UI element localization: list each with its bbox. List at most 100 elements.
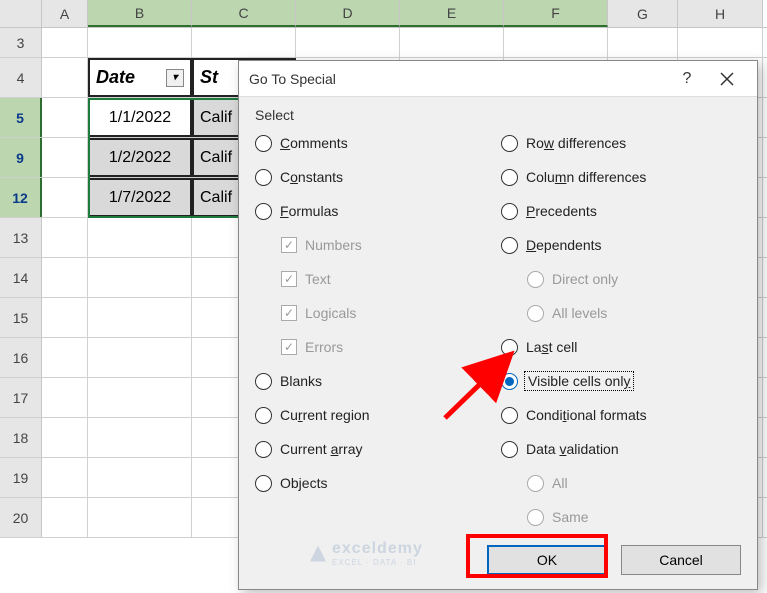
- option-all-levels: All levels: [527, 301, 721, 325]
- cell[interactable]: [42, 418, 88, 457]
- option-label: Formulas: [280, 203, 338, 219]
- row-header[interactable]: 13: [0, 218, 42, 257]
- cell[interactable]: [42, 298, 88, 337]
- radio[interactable]: [255, 407, 272, 424]
- cell[interactable]: [42, 458, 88, 497]
- radio[interactable]: [501, 169, 518, 186]
- cell[interactable]: [88, 338, 192, 377]
- cell[interactable]: [296, 28, 400, 57]
- column-header-h[interactable]: H: [678, 0, 763, 27]
- row-header[interactable]: 19: [0, 458, 42, 497]
- cell[interactable]: [88, 218, 192, 257]
- cell[interactable]: [42, 498, 88, 537]
- row-header[interactable]: 17: [0, 378, 42, 417]
- cell[interactable]: [42, 338, 88, 377]
- option-formulas[interactable]: Formulas: [255, 199, 475, 223]
- column-header-g[interactable]: G: [608, 0, 678, 27]
- cell-date[interactable]: 1/7/2022: [88, 178, 192, 217]
- radio[interactable]: [501, 407, 518, 424]
- option-last-cell[interactable]: Last cell: [501, 335, 721, 359]
- cell[interactable]: [42, 58, 88, 97]
- column-header-f[interactable]: F: [504, 0, 608, 27]
- row-header[interactable]: 15: [0, 298, 42, 337]
- option-label: Current region: [280, 407, 370, 423]
- option-row-differences[interactable]: Row differences: [501, 131, 721, 155]
- radio[interactable]: [255, 441, 272, 458]
- cell[interactable]: [88, 28, 192, 57]
- cell[interactable]: [88, 378, 192, 417]
- radio[interactable]: [255, 475, 272, 492]
- row-header[interactable]: 5: [0, 98, 42, 137]
- cell[interactable]: [88, 498, 192, 537]
- radio[interactable]: [255, 373, 272, 390]
- row-header[interactable]: 16: [0, 338, 42, 377]
- option-comments[interactable]: Comments: [255, 131, 475, 155]
- radio[interactable]: [501, 441, 518, 458]
- cell[interactable]: [42, 258, 88, 297]
- dialog-titlebar[interactable]: Go To Special ?: [239, 61, 757, 97]
- cell[interactable]: [608, 28, 678, 57]
- column-header-b[interactable]: B: [88, 0, 192, 27]
- ok-button[interactable]: OK: [487, 545, 607, 575]
- row-header[interactable]: 18: [0, 418, 42, 457]
- option-precedents[interactable]: Precedents: [501, 199, 721, 223]
- option-same: Same: [527, 505, 721, 529]
- radio: [527, 509, 544, 526]
- radio[interactable]: [255, 169, 272, 186]
- cell[interactable]: [504, 28, 608, 57]
- header-date[interactable]: Date▾: [88, 58, 192, 97]
- option-constants[interactable]: Constants: [255, 165, 475, 189]
- column-header-d[interactable]: D: [296, 0, 400, 27]
- cell[interactable]: [42, 218, 88, 257]
- radio[interactable]: [255, 135, 272, 152]
- option-blanks[interactable]: Blanks: [255, 369, 475, 393]
- radio[interactable]: [255, 203, 272, 220]
- cell[interactable]: [42, 98, 88, 137]
- radio[interactable]: [501, 203, 518, 220]
- filter-dropdown-icon[interactable]: ▾: [166, 69, 184, 87]
- radio[interactable]: [501, 339, 518, 356]
- radio[interactable]: [501, 373, 518, 390]
- radio[interactable]: [501, 237, 518, 254]
- cell-date[interactable]: 1/2/2022: [88, 138, 192, 177]
- row-header[interactable]: 4: [0, 58, 42, 97]
- cell[interactable]: [400, 28, 504, 57]
- option-column-differences[interactable]: Column differences: [501, 165, 721, 189]
- cell[interactable]: [678, 28, 763, 57]
- option-dependents[interactable]: Dependents: [501, 233, 721, 257]
- option-conditional-formats[interactable]: Conditional formats: [501, 403, 721, 427]
- cell[interactable]: [88, 258, 192, 297]
- cell[interactable]: [88, 418, 192, 457]
- option-objects[interactable]: Objects: [255, 471, 475, 495]
- cell[interactable]: [42, 28, 88, 57]
- column-header-a[interactable]: A: [42, 0, 88, 27]
- row-header[interactable]: 12: [0, 178, 42, 217]
- column-header-e[interactable]: E: [400, 0, 504, 27]
- checkbox: [281, 271, 297, 287]
- option-visible-cells-only[interactable]: Visible cells only: [501, 369, 721, 393]
- help-button[interactable]: ?: [667, 64, 707, 94]
- cell[interactable]: [42, 178, 88, 217]
- cell[interactable]: [192, 28, 296, 57]
- option-label: Current array: [280, 441, 363, 457]
- cell[interactable]: [42, 378, 88, 417]
- option-data-validation[interactable]: Data validation: [501, 437, 721, 461]
- row-header[interactable]: 9: [0, 138, 42, 177]
- radio[interactable]: [501, 135, 518, 152]
- row-header[interactable]: 14: [0, 258, 42, 297]
- option-current-array[interactable]: Current array: [255, 437, 475, 461]
- option-label: Text: [305, 271, 331, 287]
- row-header[interactable]: 3: [0, 28, 42, 57]
- row-header[interactable]: 20: [0, 498, 42, 537]
- cancel-button[interactable]: Cancel: [621, 545, 741, 575]
- cell[interactable]: [88, 458, 192, 497]
- close-button[interactable]: [707, 64, 747, 94]
- select-all-corner[interactable]: [0, 0, 42, 27]
- option-current-region[interactable]: Current region: [255, 403, 475, 427]
- cell[interactable]: [42, 138, 88, 177]
- group-label: Select: [255, 107, 741, 123]
- option-label: Dependents: [526, 237, 602, 253]
- cell[interactable]: [88, 298, 192, 337]
- cell-date[interactable]: 1/1/2022: [88, 98, 192, 137]
- column-header-c[interactable]: C: [192, 0, 296, 27]
